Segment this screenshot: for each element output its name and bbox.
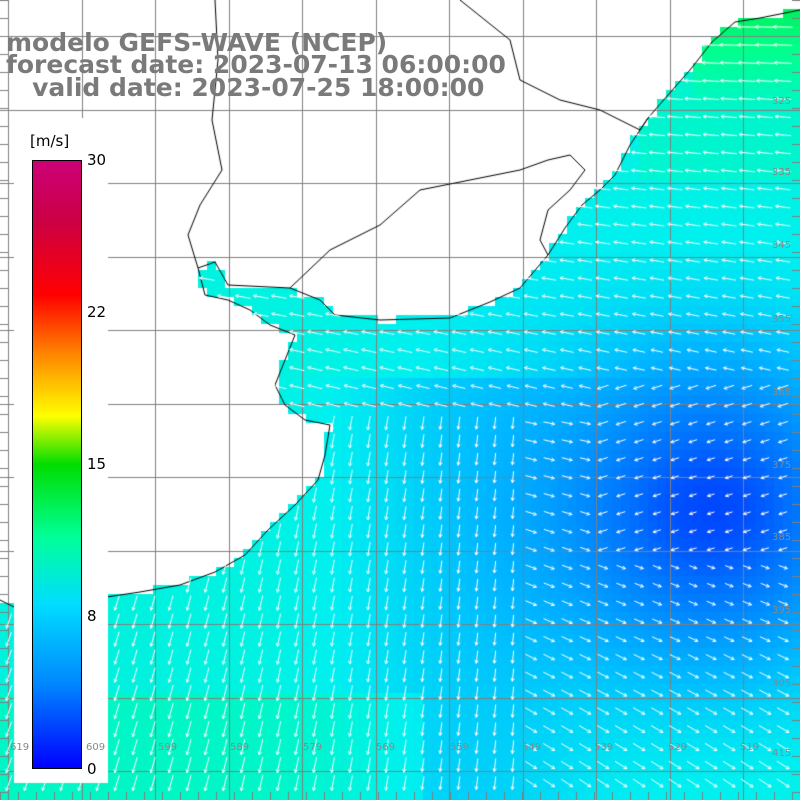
lat-label: 355 — [772, 314, 792, 325]
lat-label: 345 — [772, 240, 792, 251]
lon-label: 559 — [450, 742, 470, 753]
colorbar-tick: 0 — [86, 760, 98, 778]
lat-label: 405 — [772, 678, 792, 689]
lon-label: 589 — [230, 742, 250, 753]
lon-label: 599 — [158, 742, 178, 753]
colorbar-units: [m/s] — [28, 132, 72, 150]
lon-label: 529 — [668, 742, 688, 753]
lon-label: 609 — [86, 742, 106, 753]
lat-label: 375 — [772, 460, 792, 471]
lon-label: 539 — [594, 742, 614, 753]
colorbar-tick: 30 — [86, 151, 108, 169]
model-title: modelo GEFS-WAVE (NCEP) — [6, 28, 388, 57]
colorbar-tick: 15 — [86, 455, 108, 473]
colorbar-tick: 22 — [86, 303, 108, 321]
colorbar-tick: 8 — [86, 607, 98, 625]
lon-label: 549 — [522, 742, 542, 753]
valid-date-text: valid date: 2023-07-25 18:00:00 — [32, 73, 485, 102]
lat-label: 395 — [772, 605, 792, 616]
lon-label: 579 — [303, 742, 323, 753]
lat-label: 415 — [772, 748, 792, 759]
lat-label: 385 — [772, 532, 792, 543]
lon-label: 519 — [740, 742, 760, 753]
lon-label: 569 — [376, 742, 396, 753]
lon-label: 619 — [10, 742, 30, 753]
colorbar — [32, 160, 82, 769]
lat-label: 325 — [772, 96, 792, 107]
forecast-date: forecast date: 2023-07-13 06:00:00 — [6, 50, 506, 79]
lat-label: 365 — [772, 387, 792, 398]
lat-label: 335 — [772, 167, 792, 178]
valid-date: valid date: 2023-07-25 18:00:00 — [6, 73, 485, 102]
